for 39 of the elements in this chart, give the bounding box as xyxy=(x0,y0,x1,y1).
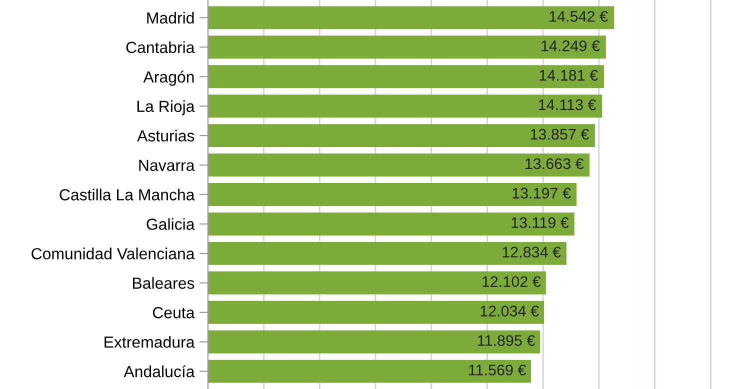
y-tick-label: La Rioja xyxy=(137,100,195,116)
data-label: 11.895 € xyxy=(478,335,535,346)
bar xyxy=(208,242,566,265)
data-label: 12.102 € xyxy=(482,276,541,288)
y-tick-label: Galicia xyxy=(146,218,195,230)
y-tick-label: Ceuta xyxy=(152,307,195,318)
y-tick-label: Navarra xyxy=(139,160,195,171)
data-label: 13.857 € xyxy=(530,128,589,140)
bar xyxy=(208,36,606,59)
data-label: 12.834 € xyxy=(502,246,561,258)
bar xyxy=(208,212,574,236)
bar xyxy=(208,94,602,118)
bar xyxy=(208,6,614,30)
bar xyxy=(208,300,544,324)
y-tick-label: Asturias xyxy=(137,130,194,142)
y-tick-label: Cantabria xyxy=(126,41,195,54)
y-tick-label: Baleares xyxy=(133,277,194,289)
data-label: 14.542 € xyxy=(550,10,608,22)
data-label: 14.181 € xyxy=(540,70,598,81)
y-tick-label: Madrid xyxy=(147,12,194,24)
bar xyxy=(208,330,540,354)
data-label: 14.113 € xyxy=(539,99,596,110)
y-tick-label: Comunidad Valenciana xyxy=(32,248,195,260)
data-label: 13.197 € xyxy=(512,188,571,199)
data-label: 13.663 € xyxy=(526,158,584,170)
y-tick-label: Extremadura xyxy=(104,336,195,348)
y-tick-label: Castilla La Mancha xyxy=(60,188,195,200)
bar xyxy=(208,271,546,294)
bar xyxy=(208,360,532,383)
bar xyxy=(208,154,590,177)
y-tick-label: Aragón xyxy=(143,70,194,86)
data-label: 11.569 € xyxy=(469,364,526,376)
data-label: 12.034 € xyxy=(480,306,539,316)
data-label: 13.119 € xyxy=(512,217,569,228)
y-tick-label: Andalucía xyxy=(124,365,195,378)
bar xyxy=(208,124,595,148)
data-label: 14.249 € xyxy=(542,40,600,52)
bar xyxy=(208,65,604,88)
bar xyxy=(208,183,577,206)
